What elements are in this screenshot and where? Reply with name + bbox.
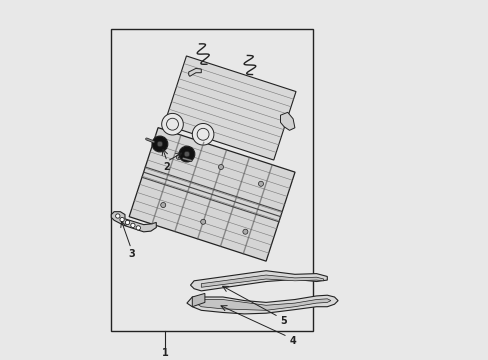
Circle shape (197, 129, 208, 140)
Polygon shape (164, 56, 295, 160)
Circle shape (162, 113, 183, 135)
Circle shape (130, 223, 135, 228)
Circle shape (125, 220, 129, 225)
Polygon shape (111, 212, 156, 232)
Circle shape (166, 118, 178, 130)
Circle shape (161, 202, 165, 207)
Polygon shape (196, 299, 330, 310)
Text: 5: 5 (280, 316, 286, 326)
Circle shape (200, 219, 205, 224)
Text: 1: 1 (162, 348, 168, 358)
Polygon shape (129, 128, 294, 261)
Circle shape (258, 181, 263, 186)
Bar (111, 29, 312, 331)
Circle shape (152, 136, 167, 152)
Polygon shape (190, 271, 326, 291)
Text: 3: 3 (128, 249, 135, 259)
Polygon shape (188, 68, 201, 76)
Circle shape (179, 146, 194, 162)
Circle shape (115, 214, 120, 218)
Circle shape (157, 141, 163, 147)
Polygon shape (280, 112, 294, 130)
Circle shape (192, 123, 213, 145)
Circle shape (120, 217, 124, 222)
Circle shape (184, 151, 189, 157)
Text: 2: 2 (163, 162, 170, 172)
Polygon shape (201, 275, 323, 287)
Circle shape (243, 229, 247, 234)
Circle shape (176, 154, 181, 159)
Polygon shape (186, 295, 337, 314)
Circle shape (136, 226, 140, 230)
Polygon shape (192, 293, 204, 307)
Circle shape (218, 165, 223, 170)
Text: 4: 4 (289, 336, 296, 346)
